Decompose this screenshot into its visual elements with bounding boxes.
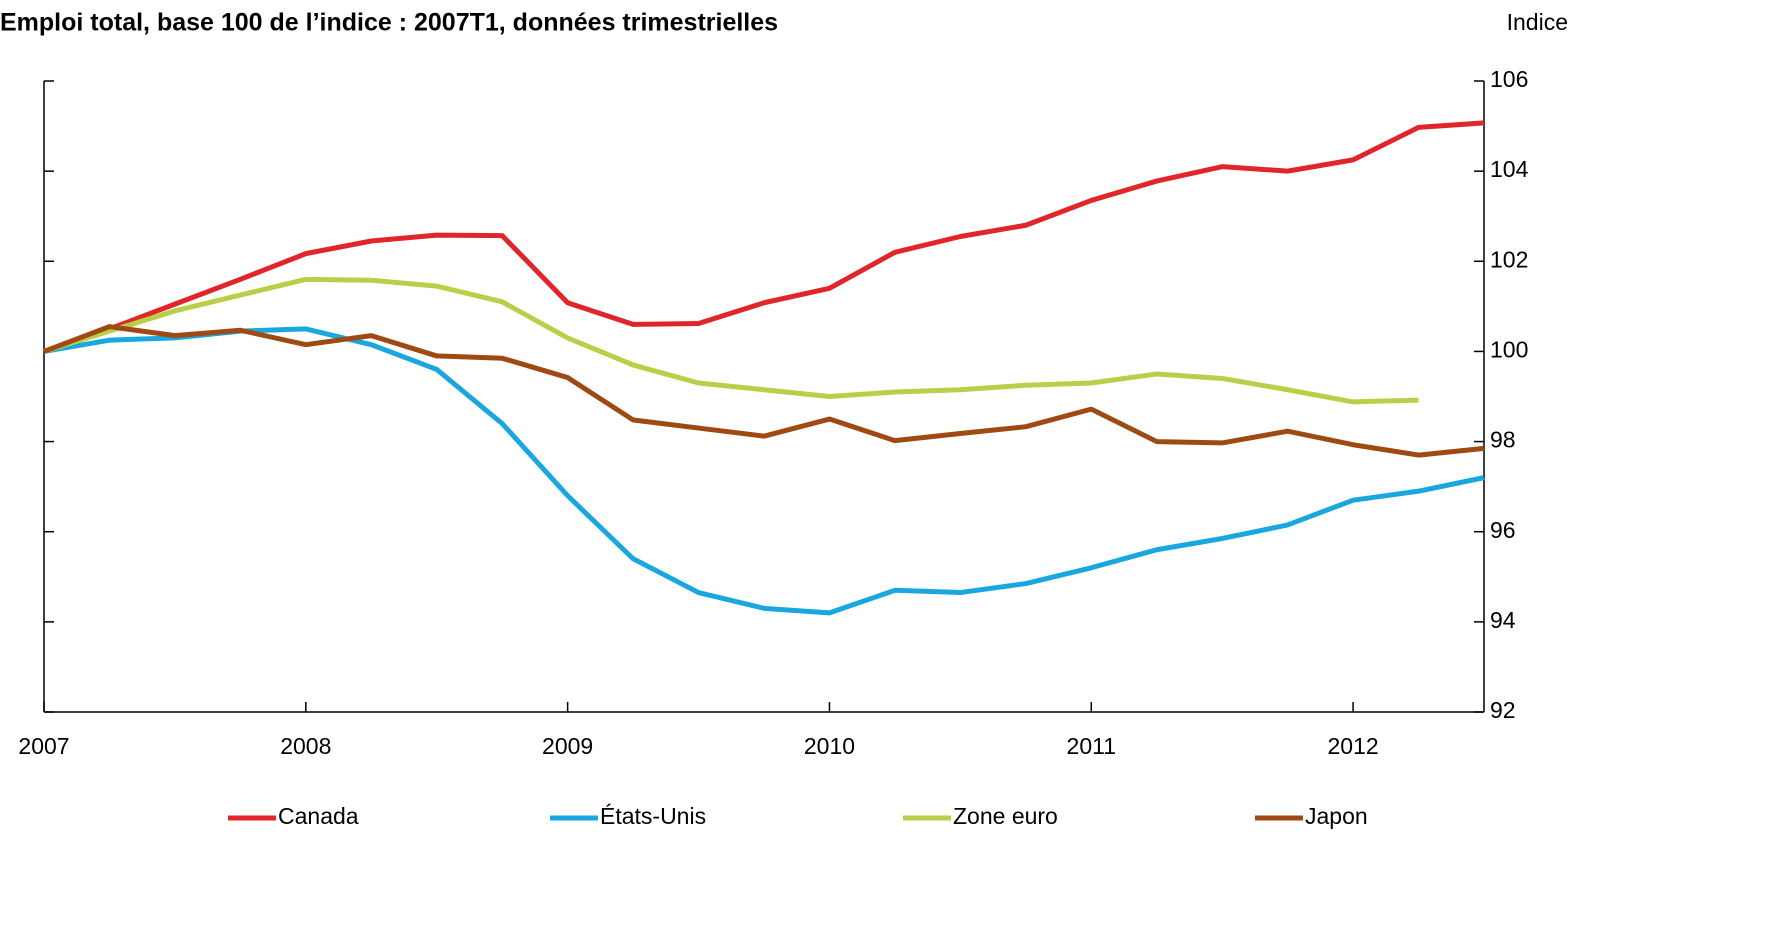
- x-tick-label: 2008: [280, 733, 331, 759]
- y-tick-label: 104: [1490, 156, 1529, 182]
- x-tick-label: 2009: [542, 733, 593, 759]
- y-axis-label: Indice: [1507, 9, 1568, 35]
- y-tick-label: 100: [1490, 337, 1528, 363]
- legend-label: Canada: [278, 803, 359, 829]
- y-tick-label: 98: [1490, 427, 1516, 453]
- chart-title: Emploi total, base 100 de l’indice : 200…: [0, 9, 778, 37]
- x-tick-label: 2010: [804, 733, 855, 759]
- legend-label: États-Unis: [600, 803, 706, 829]
- series-line: [43, 120, 1485, 354]
- series-line: [43, 324, 1485, 458]
- y-tick-label: 94: [1490, 607, 1516, 633]
- legend-label: Japon: [1305, 803, 1368, 829]
- y-tick-label: 96: [1490, 517, 1516, 543]
- y-tick-label: 92: [1490, 697, 1516, 723]
- series-line: [43, 326, 1485, 616]
- series-line: [43, 276, 1419, 405]
- x-tick-label: 2007: [18, 733, 69, 759]
- x-tick-label: 2011: [1067, 733, 1116, 759]
- y-tick-label: 106: [1490, 66, 1528, 92]
- x-tick-label: 2012: [1328, 733, 1379, 759]
- legend-label: Zone euro: [953, 803, 1058, 829]
- y-tick-label: 102: [1490, 246, 1528, 272]
